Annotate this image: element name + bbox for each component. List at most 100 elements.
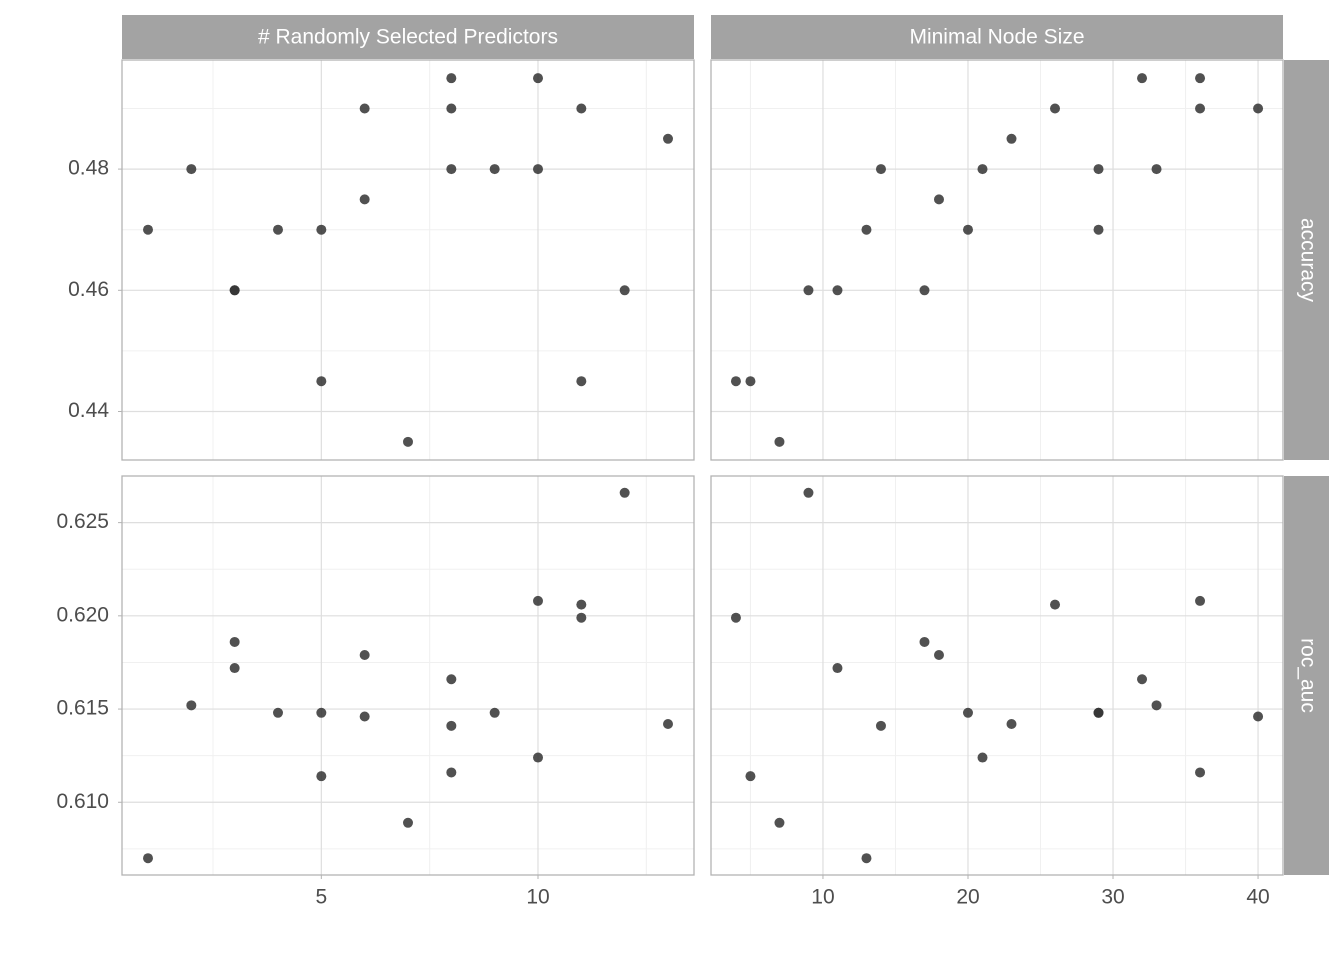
- point: [446, 73, 457, 84]
- strip: [711, 15, 1283, 59]
- point: [1195, 103, 1206, 114]
- point: [919, 285, 930, 296]
- point: [745, 771, 756, 782]
- point: [1050, 103, 1061, 114]
- point: [619, 487, 630, 498]
- point: [875, 164, 886, 175]
- point: [1093, 224, 1104, 235]
- point: [730, 612, 741, 623]
- x-tick-label: 20: [956, 886, 979, 909]
- y-tick-label: 0.620: [56, 603, 109, 626]
- point: [143, 224, 153, 235]
- point: [663, 133, 673, 144]
- point: [803, 487, 814, 498]
- point: [229, 663, 240, 674]
- point: [1253, 103, 1264, 114]
- point: [774, 817, 785, 828]
- point: [730, 376, 741, 387]
- point: [1195, 73, 1206, 84]
- point: [1006, 133, 1017, 144]
- point: [875, 720, 886, 731]
- panel-border: [710, 475, 1284, 876]
- x-tick-label: 10: [526, 886, 549, 909]
- point: [1137, 73, 1148, 84]
- point: [1050, 599, 1061, 610]
- point: [533, 752, 543, 763]
- point: [229, 636, 240, 647]
- y-tick-label: 0.48: [68, 157, 109, 180]
- point: [803, 285, 814, 296]
- point: [403, 436, 413, 447]
- point: [1253, 711, 1264, 722]
- point: [1195, 595, 1206, 606]
- point: [229, 285, 240, 296]
- y-tick-label: 0.44: [68, 399, 109, 422]
- point: [446, 103, 457, 114]
- x-tick-label: 40: [1246, 886, 1269, 909]
- panel-border: [710, 59, 1284, 461]
- point: [446, 767, 457, 778]
- point: [273, 707, 283, 718]
- point: [977, 752, 988, 763]
- point: [359, 649, 370, 660]
- y-tick-label: 0.625: [56, 510, 109, 533]
- point: [1137, 674, 1148, 685]
- point: [1006, 718, 1017, 729]
- point: [774, 436, 785, 447]
- point: [316, 707, 327, 718]
- point: [962, 224, 973, 235]
- point: [446, 720, 457, 731]
- panel-border: [121, 59, 695, 461]
- y-tick-label: 0.615: [56, 697, 109, 720]
- point: [919, 636, 930, 647]
- point: [663, 718, 673, 729]
- point: [359, 194, 370, 205]
- point: [489, 707, 500, 718]
- point: [861, 224, 872, 235]
- point: [619, 285, 630, 296]
- point: [576, 376, 587, 387]
- point: [576, 612, 587, 623]
- point: [576, 599, 587, 610]
- point: [316, 376, 327, 387]
- point: [359, 103, 370, 114]
- point: [977, 164, 988, 175]
- point: [533, 164, 543, 175]
- point: [1151, 164, 1162, 175]
- strip-label: Minimal Node Size: [909, 26, 1084, 49]
- strip-label: roc_auc: [1296, 638, 1319, 713]
- point: [962, 707, 973, 718]
- point: [1093, 164, 1104, 175]
- x-tick-label: 30: [1101, 886, 1124, 909]
- strip-label: accuracy: [1296, 218, 1319, 303]
- point: [933, 649, 944, 660]
- point: [446, 674, 457, 685]
- point: [1151, 700, 1162, 711]
- strip: [1284, 476, 1329, 875]
- point: [576, 103, 587, 114]
- point: [273, 224, 283, 235]
- y-tick-label: 0.610: [56, 790, 109, 813]
- point: [533, 73, 543, 84]
- point: [745, 376, 756, 387]
- point: [446, 164, 457, 175]
- point: [316, 224, 327, 235]
- point: [861, 853, 872, 864]
- point: [186, 700, 197, 711]
- point: [533, 595, 543, 606]
- point: [186, 164, 197, 175]
- x-tick-label: 10: [811, 886, 834, 909]
- point: [143, 853, 153, 864]
- x-tick-label: 5: [315, 886, 327, 909]
- point: [489, 164, 500, 175]
- point: [403, 817, 413, 828]
- point: [832, 285, 843, 296]
- y-tick-label: 0.46: [68, 278, 109, 301]
- point: [832, 663, 843, 674]
- point: [1195, 767, 1206, 778]
- strip: [122, 15, 694, 59]
- strip: [1284, 60, 1329, 460]
- point: [316, 771, 327, 782]
- panel-border: [121, 475, 695, 876]
